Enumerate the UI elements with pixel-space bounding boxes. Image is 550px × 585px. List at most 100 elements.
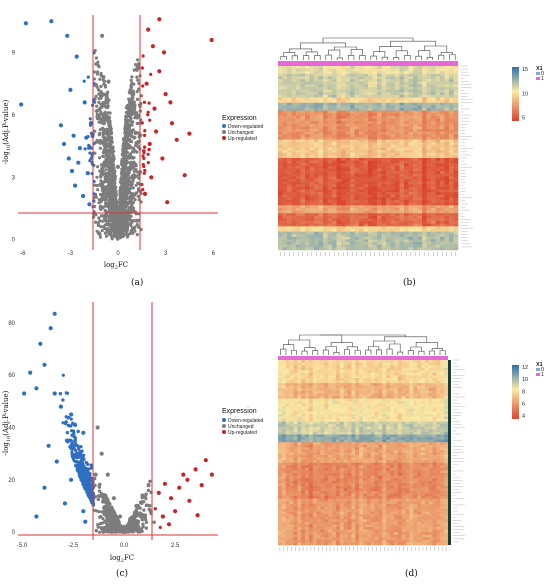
heatmap-cell: [332, 207, 337, 211]
heatmap-cell: [422, 105, 427, 109]
heatmap-cell: [386, 213, 391, 217]
heatmap-cell: [431, 87, 436, 90]
heatmap-cell: [323, 150, 328, 154]
heatmap-cell: [345, 236, 351, 240]
heatmap-cell: [440, 81, 445, 85]
volcano-point: [119, 180, 124, 184]
heatmap-cell: [449, 197, 454, 201]
heatmap-cell: [318, 171, 324, 175]
heatmap-cell: [323, 171, 328, 175]
heatmap-cell: [350, 239, 355, 243]
heatmap-cell: [278, 147, 283, 151]
heatmap-cell: [372, 244, 378, 248]
heatmap-cell: [386, 150, 391, 154]
volcano-point: [95, 138, 99, 142]
heatmap-b-dendrogram: [280, 37, 456, 60]
heatmap-cell: [332, 66, 337, 69]
heatmap-cell: [291, 221, 297, 225]
heatmap-cell: [395, 197, 400, 201]
heatmap-cell: [404, 173, 409, 177]
heatmap-cell: [368, 81, 373, 85]
heatmap-cell: [395, 118, 400, 122]
heatmap-cell: [390, 228, 396, 232]
heatmap-cell: [368, 189, 373, 193]
heatmap-cell: [440, 228, 445, 232]
heatmap-cell: [377, 134, 382, 138]
heatmap-cell: [363, 226, 369, 230]
heatmap-cell: [363, 134, 369, 138]
heatmap-cell: [431, 236, 436, 240]
heatmap-cell: [323, 131, 328, 135]
volcano-point: [129, 78, 133, 82]
heatmap-cell: [417, 129, 423, 133]
volcano-point: [95, 85, 99, 89]
heatmap-cell: [422, 71, 427, 75]
heatmap-cell: [278, 105, 283, 109]
volcano-point: [209, 37, 214, 43]
heatmap-cell: [332, 247, 337, 251]
heatmap-cell: [413, 118, 418, 122]
heatmap-cell: [323, 218, 328, 222]
volcano-point: [96, 223, 101, 227]
heatmap-cell: [395, 165, 400, 169]
heatmap-cell: [291, 113, 297, 117]
heatmap-cell: [323, 84, 328, 88]
heatmap-cell: [327, 158, 333, 161]
heatmap-cell: [282, 71, 288, 75]
heatmap-cell: [350, 100, 355, 104]
heatmap-cell: [408, 165, 414, 169]
heatmap-cell: [287, 136, 292, 140]
heatmap-cell: [386, 207, 391, 211]
heatmap-cell: [426, 239, 432, 243]
volcano-point: [131, 120, 135, 124]
heatmap-cell: [350, 218, 355, 222]
volcano-point: [101, 113, 105, 117]
heatmap-cell: [413, 226, 418, 230]
heatmap-cell: [431, 92, 436, 96]
heatmap-cell: [332, 215, 337, 219]
heatmap-cell: [422, 73, 427, 77]
heatmap-cell: [440, 68, 445, 72]
heatmap-cell: [413, 121, 418, 125]
volcano-point: [134, 191, 138, 195]
heatmap-cell: [336, 108, 342, 111]
heatmap-cell: [395, 144, 400, 148]
heatmap-cell: [404, 210, 409, 214]
heatmap-cell: [404, 160, 409, 164]
heatmap-cell: [278, 134, 283, 138]
heatmap-cell: [336, 131, 342, 135]
heatmap-cell: [431, 113, 436, 117]
heatmap-cell: [422, 100, 427, 104]
heatmap-cell: [381, 200, 387, 203]
heatmap-cell: [350, 210, 355, 214]
heatmap-cell: [417, 115, 423, 119]
heatmap-cell: [399, 163, 405, 167]
heatmap-cell: [422, 150, 427, 154]
heatmap-cell: [323, 176, 328, 180]
heatmap-cell: [327, 247, 333, 251]
heatmap-cell: [377, 142, 382, 146]
heatmap-cell: [350, 226, 355, 230]
heatmap-cell: [359, 147, 364, 151]
heatmap-cell: [399, 147, 405, 151]
heatmap-cell: [300, 197, 306, 201]
heatmap-cell: [390, 247, 396, 251]
heatmap-cell: [336, 163, 342, 167]
heatmap-cell: [287, 226, 292, 230]
heatmap-cell: [318, 71, 324, 75]
heatmap-cell: [444, 136, 450, 140]
heatmap-cell: [449, 144, 454, 148]
heatmap-cell: [368, 171, 373, 175]
heatmap-cell: [300, 123, 306, 127]
heatmap-cell: [363, 76, 369, 80]
heatmap-cell: [377, 71, 382, 75]
heatmap-cell: [314, 105, 319, 109]
heatmap-cell: [444, 160, 450, 164]
heatmap-cell: [327, 160, 333, 164]
x-tick-label: 6: [212, 251, 216, 257]
heatmap-cell: [453, 147, 459, 151]
heatmap-cell: [399, 192, 405, 196]
heatmap-cell: [305, 134, 310, 138]
heatmap-cell: [435, 221, 441, 225]
heatmap-cell: [305, 108, 310, 111]
